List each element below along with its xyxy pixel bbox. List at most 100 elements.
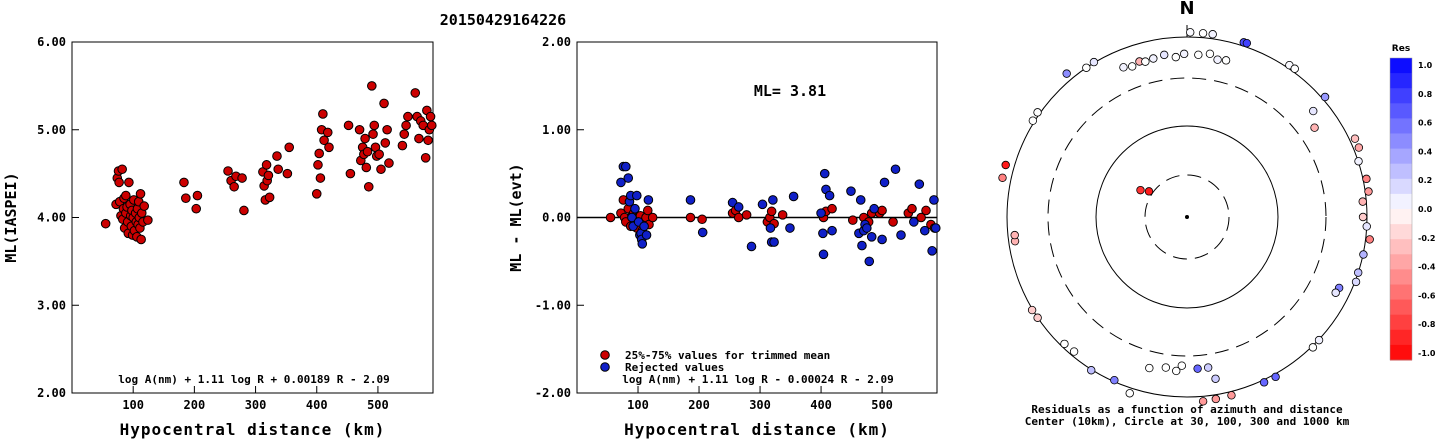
legend-marker [600,362,610,372]
data-point [403,111,413,122]
residual-point [1358,212,1368,222]
data-point [420,153,431,163]
colorbar-frame [1389,57,1413,361]
residual-point [1213,55,1222,64]
distance-ring [1047,77,1327,357]
residual-point [1060,339,1069,349]
colorbar-tick-label: 0.6 [1418,119,1433,128]
residual-point [1259,378,1269,387]
residual-point [1127,62,1137,71]
x-tick-label: 200 [184,398,206,412]
data-point [425,111,436,122]
rejected-point [827,225,837,236]
data-point [379,98,389,109]
colorbar-tick-label: -0.2 [1418,234,1436,243]
residual-point [998,173,1007,182]
rejected-point [869,203,879,214]
rejected-point [637,239,648,249]
data-point [380,138,391,148]
rejected-point [864,256,875,267]
residual-point [1141,57,1150,66]
residual-point [1309,106,1318,116]
data-point [273,164,283,175]
residual-point [1177,361,1187,370]
colorbar-swatch [1390,178,1412,195]
x-tick-label: 500 [871,398,893,412]
residual-point [1314,335,1324,345]
residual-point [1186,28,1195,37]
caption-line-2: Center (10km), Circle at 30, 100, 300 an… [1025,415,1350,428]
colorbar-swatch [1390,73,1412,89]
colorbar-swatch [1390,284,1412,301]
colorbar-swatch [1390,254,1412,270]
rejected-point [769,237,779,247]
rejected-point [697,227,708,238]
colorbar-tick-label: 0.4 [1418,147,1433,156]
data-point [361,162,372,173]
data-point [223,166,233,176]
residual-point [1320,92,1330,102]
residual-point [1027,305,1037,315]
colorbar-swatch [1390,269,1412,285]
y-tick-label: 0.00 [542,211,571,225]
data-point [399,129,410,139]
residual-point [1310,123,1319,132]
data-point [181,193,191,203]
rejected-point [631,190,642,201]
residual-point [1353,268,1363,277]
trimmed-mean-point [741,210,752,220]
rejected-point [639,221,649,232]
trimmed-mean-point [907,203,917,214]
data-point [237,173,247,183]
rejected-point [896,230,906,240]
data-point [363,181,374,192]
rejected-point [930,223,941,233]
rejected-point [862,223,872,233]
residual-point [1172,366,1181,376]
trimmed-mean-point [642,205,653,216]
data-point [368,129,378,139]
rejected-point [819,168,830,179]
residual-vs-distance-panel: 100 200 300 400 500 -2.00 -1.00 0.00 1.00 2.00 Hyp… [507,35,941,439]
rejected-point [733,202,744,212]
rejected-point [866,232,877,242]
trimmed-mean-point [827,203,837,214]
data-point [384,158,394,168]
residual-point [1358,197,1367,206]
colorbar-swatch [1390,133,1412,150]
rejected-point [919,225,930,236]
residual-point [1089,57,1099,67]
y-tick-label: 2.00 [37,386,66,400]
ml-value-text: ML= 3.81 [754,82,826,100]
residual-point [1227,391,1236,400]
data-point [423,135,433,146]
residual-point [1160,50,1169,60]
trimmed-mean-point [916,212,926,223]
colorbar-swatch [1390,209,1412,225]
data-point [324,142,334,153]
rejected-point [816,208,826,218]
data-point [121,190,131,201]
rejected-point [746,241,757,252]
data-point [263,170,274,181]
residual-point [1211,374,1220,383]
colorbar-swatch [1390,118,1412,134]
rejected-point [929,195,939,205]
colorbar-tick-label: -0.8 [1418,320,1436,329]
rejected-point [927,246,937,256]
x-tick-label: 100 [122,398,144,412]
residual-point [1069,347,1079,356]
residual-point [1033,313,1042,322]
trimmed-mean-point [733,212,744,223]
residual-point [1062,69,1071,78]
x-tick-label: 300 [245,398,267,412]
residual-point [1001,160,1010,170]
colorbar-tick-label: 0.0 [1418,205,1433,214]
azimuth-residual-panel: N Residuals as a function of azimuth and … [998,0,1436,428]
data-point [315,173,326,183]
data-point [311,189,322,199]
rejected-point [623,173,634,183]
data-point [229,181,239,192]
residual-point [1198,29,1208,38]
residual-point [1365,235,1374,244]
